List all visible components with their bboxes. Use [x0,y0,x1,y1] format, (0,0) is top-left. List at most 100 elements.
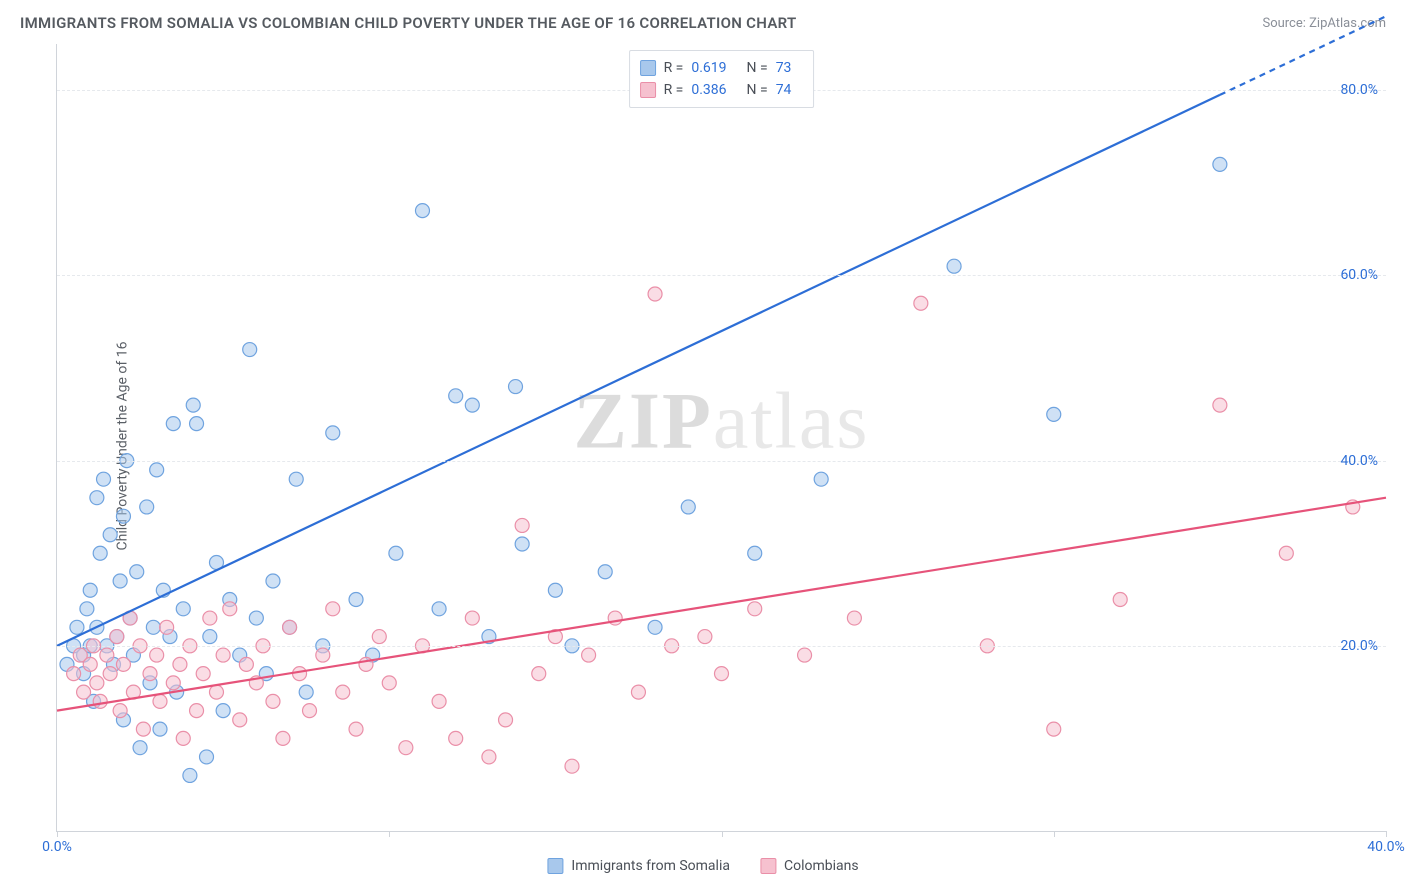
data-point [266,574,280,588]
legend-swatch-colombians [640,82,656,98]
data-point [698,630,712,644]
data-point [203,611,217,625]
data-point [166,417,180,431]
data-point [196,667,210,681]
chart-source: Source: ZipAtlas.com [1262,16,1386,31]
r-label: R = [664,57,684,79]
data-point [77,685,91,699]
n-value: 74 [776,79,792,101]
data-point [83,657,97,671]
legend-row: R = 0.619 N = 73 [640,57,804,79]
data-point [103,667,117,681]
n-label: N = [747,57,768,79]
data-point [748,602,762,616]
data-point [449,389,463,403]
data-point [173,657,187,671]
data-point [160,620,174,634]
legend-swatch-colombians [760,858,776,874]
data-point [103,528,117,542]
legend-swatch-somalia [547,858,563,874]
data-point [209,685,223,699]
data-point [326,426,340,440]
data-point [150,463,164,477]
data-point [532,667,546,681]
y-tick-label: 40.0% [1340,453,1378,469]
data-point [1113,593,1127,607]
data-point [166,676,180,690]
legend-item: Colombians [760,858,859,874]
n-label: N = [747,79,768,101]
legend-label: Colombians [784,858,859,874]
data-point [515,518,529,532]
data-point [146,620,160,634]
data-point [97,472,111,486]
legend-swatch-somalia [640,60,656,76]
data-point [216,704,230,718]
data-point [465,398,479,412]
data-point [499,713,513,727]
data-point [389,546,403,560]
data-point [648,620,662,634]
data-point [548,583,562,597]
data-point [515,537,529,551]
data-point [482,750,496,764]
data-point [276,731,290,745]
data-point [631,685,645,699]
data-point [1279,546,1293,560]
n-value: 73 [776,57,792,79]
data-point [133,741,147,755]
data-point [598,565,612,579]
legend-item: Immigrants from Somalia [547,858,730,874]
data-point [200,750,214,764]
data-point [153,694,167,708]
data-point [93,694,107,708]
data-point [116,657,130,671]
data-point [465,611,479,625]
data-point [186,398,200,412]
data-point [130,565,144,579]
data-point [239,657,253,671]
data-point [93,546,107,560]
data-point [432,694,446,708]
data-point [113,574,127,588]
data-point [176,602,190,616]
y-tick-label: 20.0% [1340,638,1378,654]
data-point [289,472,303,486]
x-tick-mark [1054,831,1055,837]
data-point [947,259,961,273]
data-point [336,685,350,699]
data-point [372,630,386,644]
x-tick-mark [1386,831,1387,837]
data-point [70,620,84,634]
data-point [715,667,729,681]
chart-header: IMMIGRANTS FROM SOMALIA VS COLOMBIAN CHI… [20,14,1386,32]
data-point [415,204,429,218]
data-point [582,648,596,662]
trend-line [57,95,1220,646]
data-point [266,694,280,708]
data-point [176,731,190,745]
data-point [153,722,167,736]
data-point [136,722,150,736]
legend-row: R = 0.386 N = 74 [640,79,804,101]
data-point [190,417,204,431]
data-point [233,713,247,727]
data-point [83,583,97,597]
legend-label: Immigrants from Somalia [571,858,730,874]
data-point [90,676,104,690]
data-point [80,602,94,616]
data-point [432,602,446,616]
data-point [748,546,762,560]
data-point [299,685,313,699]
data-point [914,296,928,310]
data-point [303,704,317,718]
data-point [814,472,828,486]
data-point [110,630,124,644]
data-point [203,630,217,644]
data-point [67,667,81,681]
correlation-legend: R = 0.619 N = 73 R = 0.386 N = 74 [629,50,815,108]
data-point [565,759,579,773]
data-point [316,648,330,662]
data-point [349,593,363,607]
r-value: 0.386 [691,79,726,101]
